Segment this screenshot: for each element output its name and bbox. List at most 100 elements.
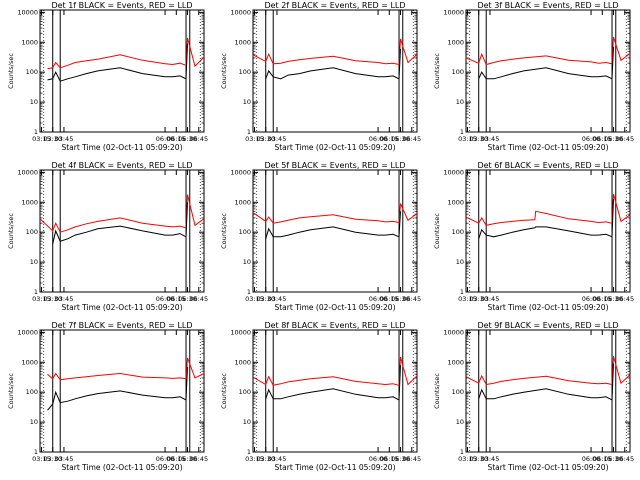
series-line-events [478,363,614,401]
chart-title: Det 5f BLACK = Events, RED = LLD [264,161,405,170]
y-tick-label: 10000 [17,8,38,16]
x-tick-label: 06:45 [189,455,208,463]
x-tick-label: 03:45 [268,295,287,303]
y-tick-label: 100 [452,388,464,396]
y-tick-label: 10000 [17,328,38,336]
chart-panel-9: Det 9f BLACK = Events, RED = LLD 1 10 100 10… [433,321,634,472]
y-tick-label: 1000 [447,38,464,46]
x-tick-label: 06:00 [582,295,601,303]
x-tick-label: 06:15 [167,455,186,463]
y-tick-label: 10000 [17,168,38,176]
x-tick-label: 06:45 [189,135,208,143]
y-tick-label: 10 [30,98,38,106]
x-tick-label: 03:45 [55,135,74,143]
x-tick-label: 06:15 [593,135,612,143]
x-tick-label: 03:45 [481,295,500,303]
chart-title: Det 8f BLACK = Events, RED = LLD [264,321,405,330]
series-line-events [265,365,401,401]
series-line-lld [252,203,418,224]
x-tick-label: 03:15 [458,455,477,463]
x-tick-label: 06:00 [369,295,388,303]
y-tick-label: 100 [452,68,464,76]
x-axis-label: Start Time (02-Oct-11 05:09:20) [487,303,608,312]
y-tick-label: 1000 [21,38,38,46]
x-tick-label: 06:45 [615,455,634,463]
x-tick-label: 06:45 [615,135,634,143]
x-axis-label: Start Time (02-Oct-11 05:09:20) [487,463,608,472]
x-tick-label: 06:30 [391,455,410,463]
y-tick-label: 100 [239,228,251,236]
x-tick-label: 06:00 [369,135,388,143]
plot-frame [465,169,631,293]
x-axis-label: Start Time (02-Oct-11 05:09:20) [487,143,608,152]
chart-title: Det 9f BLACK = Events, RED = LLD [477,321,618,330]
chart-title: Det 7f BLACK = Events, RED = LLD [51,321,192,330]
y-tick-label: 10000 [230,168,251,176]
series-line-events [478,198,614,239]
chart-panel-7: Det 7f BLACK = Events, RED = LLD 1 10 100 10… [7,321,208,472]
x-tick-label: 03:45 [481,135,500,143]
x-tick-label: 06:15 [593,295,612,303]
series-line-events [47,366,188,411]
y-axis-label: Counts/sec [220,213,228,249]
x-tick-label: 06:30 [391,295,410,303]
x-tick-label: 03:15 [458,135,477,143]
y-tick-label: 10000 [230,8,251,16]
x-axis-label: Start Time (02-Oct-11 05:09:20) [274,143,395,152]
x-tick-label: 06:00 [582,135,601,143]
series-line-lld [465,193,631,226]
plot-frame [252,329,418,453]
y-tick-label: 10000 [443,168,464,176]
y-axis-label: Counts/sec [433,373,441,409]
y-tick-label: 1 [34,448,38,456]
x-axis-label: Start Time (02-Oct-11 05:09:20) [274,463,395,472]
series-line-lld [47,357,205,381]
y-axis-label: Counts/sec [7,213,15,249]
plot-frame [39,9,205,133]
x-axis-label: Start Time (02-Oct-11 05:09:20) [274,303,395,312]
x-tick-label: 06:15 [593,455,612,463]
series-line-lld [465,356,631,386]
x-tick-label: 03:15 [245,455,264,463]
y-tick-label: 1000 [447,358,464,366]
x-tick-label: 03:30 [469,455,488,463]
x-tick-label: 06:30 [604,135,623,143]
x-tick-label: 03:45 [268,455,287,463]
y-tick-label: 1000 [21,358,38,366]
y-tick-label: 10000 [443,328,464,336]
chart-panel-1: Det 1f BLACK = Events, RED = LLD 1 10 100 10… [7,1,208,152]
series-line-lld [47,37,205,70]
x-tick-label: 03:15 [245,135,264,143]
y-tick-label: 10000 [443,8,464,16]
x-tick-label: 03:30 [469,295,488,303]
x-tick-label: 03:15 [458,295,477,303]
plot-frame [39,329,205,453]
series-line-lld [252,38,418,66]
x-tick-label: 06:45 [615,295,634,303]
x-tick-label: 06:45 [402,455,421,463]
series-line-lld [252,356,418,386]
y-tick-label: 10 [456,418,464,426]
y-tick-label: 1000 [447,198,464,206]
y-tick-label: 1 [460,448,464,456]
y-tick-label: 1 [34,128,38,136]
y-tick-label: 100 [452,228,464,236]
x-tick-label: 06:15 [380,135,399,143]
y-axis-label: Counts/sec [433,213,441,249]
chart-title: Det 1f BLACK = Events, RED = LLD [51,1,192,10]
x-tick-label: 03:15 [32,455,51,463]
plot-frame [465,329,631,453]
x-tick-label: 06:30 [604,295,623,303]
x-tick-label: 06:00 [582,455,601,463]
chart-panel-8: Det 8f BLACK = Events, RED = LLD 1 10 100 10… [220,321,421,472]
x-tick-label: 03:45 [268,135,287,143]
x-tick-label: 06:00 [156,295,175,303]
y-tick-label: 10 [456,98,464,106]
y-tick-label: 100 [239,68,251,76]
y-tick-label: 1000 [234,198,251,206]
y-tick-label: 10 [30,258,38,266]
y-axis-label: Counts/sec [7,373,15,409]
chart-title: Det 4f BLACK = Events, RED = LLD [51,161,192,170]
series-line-lld [465,36,631,66]
